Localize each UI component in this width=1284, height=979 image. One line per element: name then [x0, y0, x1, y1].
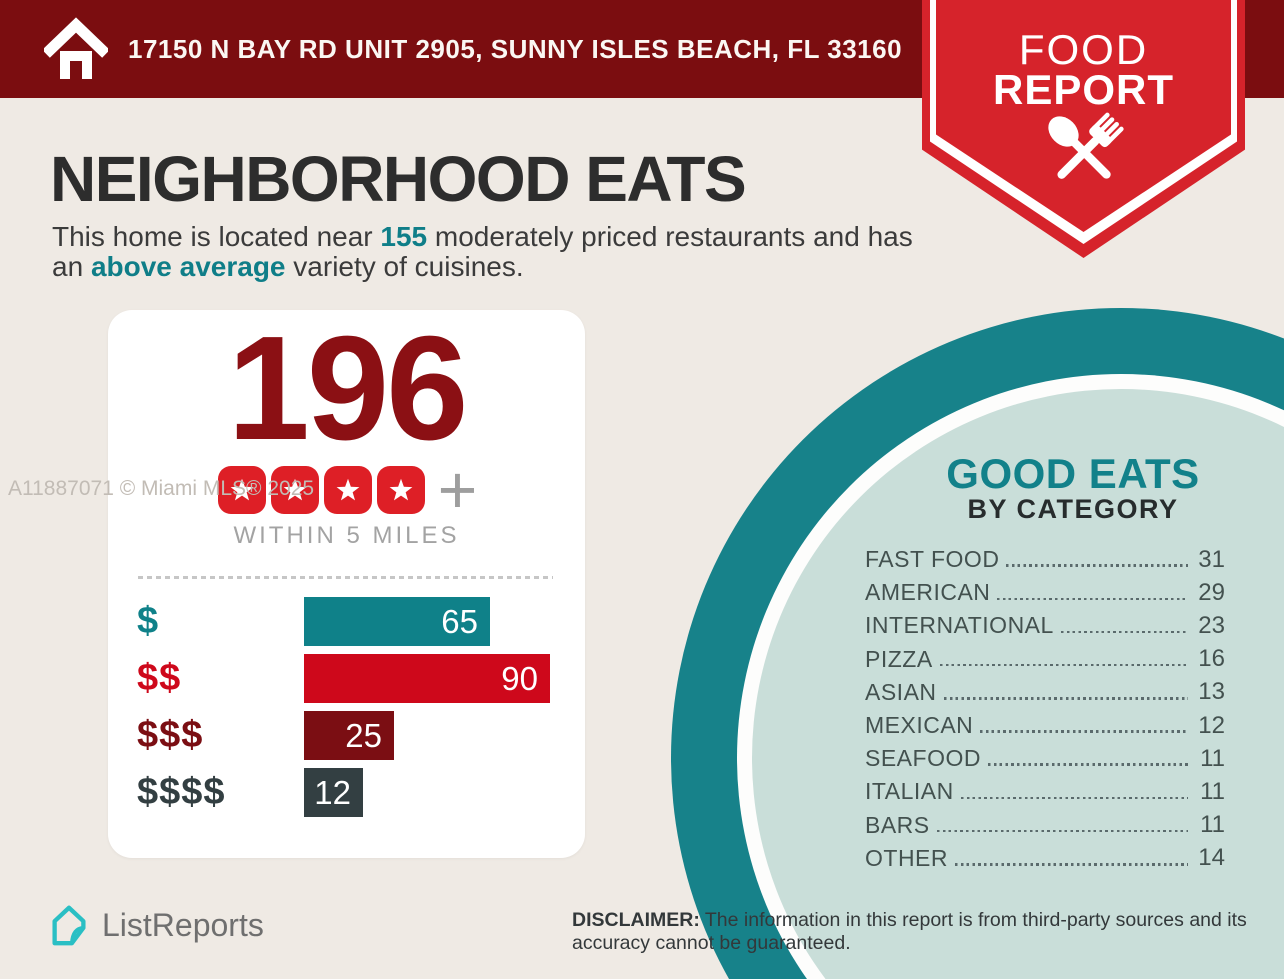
restaurant-count: 196 — [227, 306, 469, 471]
price-tier-label: $$$ — [137, 714, 204, 756]
category-value: 31 — [1198, 545, 1225, 573]
price-bar: 90 — [304, 654, 550, 703]
plus-icon: + — [437, 452, 478, 528]
price-bar-row: $65 — [137, 597, 585, 646]
intro-count: 155 — [380, 221, 428, 252]
dotted-leader — [936, 829, 1188, 833]
category-label: AMERICAN — [865, 579, 991, 606]
radius-note: WITHIN 5 MILES — [233, 522, 460, 549]
dotted-leader — [1060, 630, 1188, 634]
category-label: BARS — [865, 811, 930, 838]
star-icon — [377, 466, 426, 514]
price-bar: 25 — [304, 711, 394, 760]
category-value: 11 — [1200, 811, 1225, 839]
listreports-logo: ListReports — [46, 901, 264, 949]
listreports-house-icon — [52, 905, 86, 946]
price-bar-value: 90 — [501, 659, 538, 697]
price-tier-label: $$$$ — [137, 771, 226, 813]
category-label: MEXICAN — [865, 712, 974, 739]
crossed-spoon-fork-icon — [1048, 112, 1124, 179]
dotted-leader — [943, 697, 1188, 700]
price-bar-chart: $65 $$ 90 $$$ 25 $$$$ 12 — [137, 597, 585, 825]
category-label: PIZZA — [865, 645, 933, 672]
star-icon — [324, 466, 373, 514]
intro-part2: moderately priced restaurants and has an — [52, 221, 913, 282]
divider — [138, 576, 553, 579]
price-bar-row: $$ 90 — [137, 654, 585, 703]
intro-text: This home is located near 155 moderately… — [52, 222, 930, 282]
dotted-leader — [960, 796, 1188, 800]
price-bar-value: 25 — [345, 716, 382, 754]
star-rating — [216, 466, 428, 514]
category-label: OTHER — [865, 844, 948, 871]
disclaimer-label: DISCLAIMER: — [572, 909, 700, 931]
category-value: 16 — [1198, 645, 1225, 673]
category-label: ASIAN — [865, 678, 937, 705]
price-bar-value: 65 — [441, 602, 478, 640]
ribbon-title-line1: FOOD — [1018, 26, 1149, 73]
category-label: INTERNATIONAL — [865, 612, 1054, 639]
category-row: SEAFOOD 11 — [865, 742, 1225, 775]
category-label: FAST FOOD — [865, 546, 1000, 573]
category-row: OTHER 14 — [865, 842, 1225, 875]
dotted-leader — [939, 663, 1188, 667]
star-icon — [271, 466, 320, 514]
price-bar-value: 12 — [314, 773, 351, 811]
category-row: MEXICAN 12 — [865, 709, 1225, 742]
price-bar: 65 — [304, 597, 490, 646]
price-bar: 12 — [304, 768, 363, 817]
dotted-leader — [997, 597, 1188, 601]
category-label: SEAFOOD — [865, 745, 981, 772]
intro-part3: variety of cuisines. — [285, 251, 524, 282]
disclaimer-text: The information in this report is from t… — [572, 909, 1247, 954]
star-icon — [218, 466, 267, 514]
page-title: NEIGHBORHOOD EATS — [50, 143, 747, 215]
dotted-leader — [987, 763, 1188, 766]
brand-name: ListReports — [102, 906, 264, 943]
intro-highlight: above average — [90, 251, 286, 282]
intro-part1: This home is located near — [52, 221, 381, 252]
category-list: FAST FOOD 31 AMERICAN 29 INTERNATIONAL 23 PIZZ… — [865, 543, 1225, 875]
category-row: FAST FOOD 31 — [865, 543, 1225, 576]
category-row: ASIAN 13 — [865, 676, 1225, 709]
dotted-leader — [955, 863, 1188, 866]
dotted-leader — [980, 730, 1188, 733]
category-value: 13 — [1198, 678, 1225, 706]
mls-watermark: A11887071 © Miami MLS® 2025 — [8, 477, 315, 500]
stats-card: 196 + WITHIN 5 MILES $65 $$ 90 $$$ 25 $$$$ 12 — [108, 310, 585, 858]
rating-row: + — [108, 452, 585, 528]
price-bar-row: $$$$ 12 — [137, 768, 585, 817]
dotted-leader — [1006, 564, 1188, 567]
price-bar-row: $$$ 25 — [137, 711, 585, 760]
category-row: AMERICAN 29 — [865, 576, 1225, 609]
category-row: PIZZA 16 — [865, 643, 1225, 676]
category-label: ITALIAN — [865, 778, 954, 805]
property-address: 17150 N BAY RD UNIT 2905, SUNNY ISLES BE… — [128, 33, 903, 64]
price-tier-label: $$ — [137, 657, 182, 699]
category-value: 11 — [1200, 744, 1225, 772]
disclaimer: DISCLAIMER: The information in this repo… — [572, 909, 1250, 955]
home-icon — [44, 17, 108, 79]
category-row: BARS 11 — [865, 809, 1225, 842]
price-tier-label: $ — [137, 600, 160, 642]
good-eats-subtitle: BY CATEGORY — [967, 494, 1179, 524]
category-row: INTERNATIONAL 23 — [865, 609, 1225, 642]
category-value: 29 — [1198, 578, 1225, 606]
category-value: 23 — [1198, 611, 1225, 639]
category-value: 12 — [1198, 711, 1225, 739]
category-value: 14 — [1198, 844, 1225, 872]
category-value: 11 — [1200, 777, 1225, 805]
good-eats-title: GOOD EATS — [946, 450, 1200, 497]
ribbon-title-line2: REPORT — [992, 66, 1174, 113]
report-ribbon: FOOD REPORT — [922, 0, 1245, 258]
category-row: ITALIAN 11 — [865, 775, 1225, 808]
